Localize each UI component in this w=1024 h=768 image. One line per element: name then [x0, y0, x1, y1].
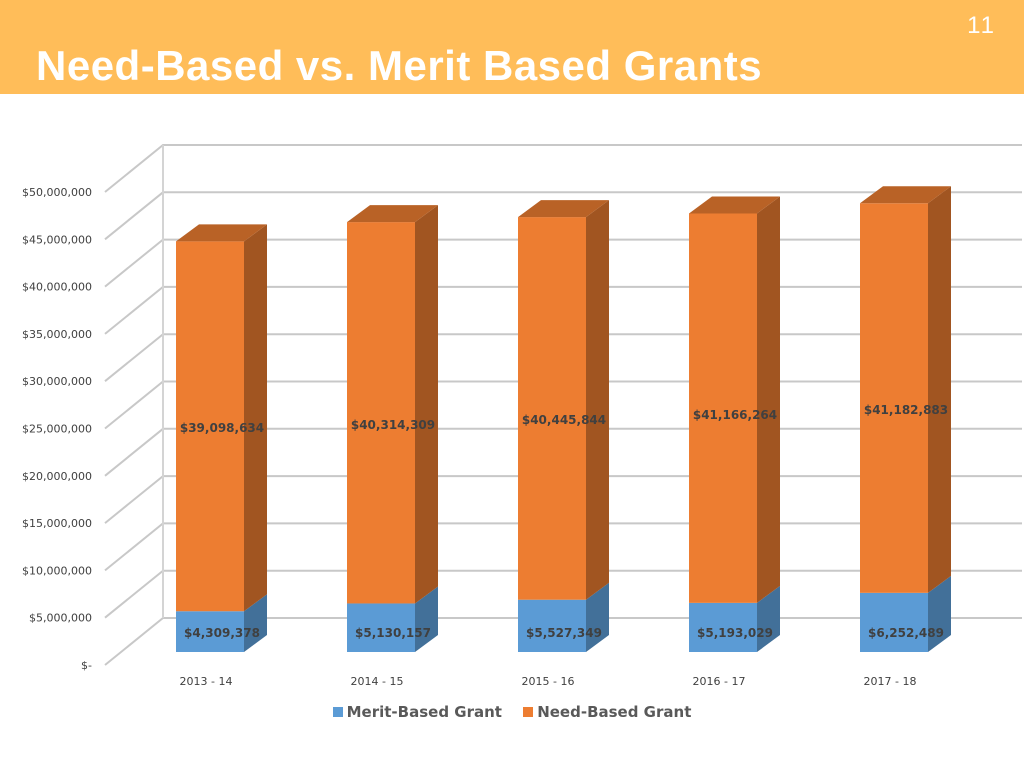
x-category-label: 2016 - 17 — [693, 675, 746, 688]
need-bar — [689, 213, 757, 603]
need-bar — [518, 217, 586, 600]
merit-bar-side — [244, 594, 267, 652]
merit-bar — [689, 602, 757, 652]
need-bar-side — [415, 205, 438, 604]
need-data-label: $41,166,264 — [693, 408, 777, 422]
merit-data-label: $5,193,029 — [697, 626, 773, 640]
need-data-label: $41,182,883 — [864, 403, 948, 417]
merit-bar-side — [928, 575, 951, 652]
need-bar-top — [689, 196, 780, 214]
y-tick-label: $20,000,000 — [22, 470, 92, 483]
legend-label-merit: Merit-Based Grant — [346, 703, 502, 721]
need-bar-side — [586, 200, 609, 600]
x-category-label: 2017 - 18 — [864, 675, 917, 688]
need-bar-top — [860, 186, 951, 204]
merit-bar-side — [757, 585, 780, 652]
merit-data-label: $6,252,489 — [868, 626, 944, 640]
title-banner: Need-Based vs. Merit Based Grants 11 — [0, 0, 1024, 94]
merit-bar-side — [415, 586, 438, 652]
merit-data-label: $4,309,378 — [184, 626, 260, 640]
y-tick-label: $- — [81, 659, 92, 672]
need-bar-top — [518, 200, 609, 218]
y-tick-label: $30,000,000 — [22, 375, 92, 388]
need-data-label: $39,098,634 — [180, 421, 264, 435]
need-bar-top — [347, 205, 438, 223]
slide-number: 11 — [967, 12, 996, 39]
x-category-label: 2013 - 14 — [180, 675, 233, 688]
y-tick-label: $45,000,000 — [22, 233, 92, 246]
chart-legend: Merit-Based Grant Need-Based Grant — [0, 703, 1024, 721]
need-bar-side — [244, 224, 267, 612]
y-tick-label: $5,000,000 — [29, 612, 92, 625]
legend-item-merit: Merit-Based Grant — [332, 703, 502, 721]
need-bar — [176, 241, 244, 612]
slide-title: Need-Based vs. Merit Based Grants — [36, 42, 763, 89]
y-tick-label: $25,000,000 — [22, 423, 92, 436]
merit-bar-side — [586, 582, 609, 652]
legend-item-need: Need-Based Grant — [523, 703, 691, 721]
legend-swatch-need — [523, 707, 534, 717]
need-bar — [347, 222, 415, 604]
y-tick-label: $10,000,000 — [22, 564, 92, 577]
merit-bar — [860, 592, 928, 652]
need-bar-side — [928, 186, 951, 593]
merit-data-label: $5,527,349 — [526, 626, 602, 640]
y-tick-label: $35,000,000 — [22, 328, 92, 341]
gridline — [104, 144, 1022, 193]
x-category-label: 2014 - 15 — [351, 675, 404, 688]
need-bar-side — [757, 196, 780, 603]
need-data-label: $40,445,844 — [522, 413, 606, 427]
x-category-label: 2015 - 16 — [522, 675, 575, 688]
y-tick-label: $40,000,000 — [22, 281, 92, 294]
legend-swatch-merit — [332, 707, 343, 717]
legend-label-need: Need-Based Grant — [537, 703, 692, 721]
merit-data-label: $5,130,157 — [355, 626, 431, 640]
y-tick-label: $50,000,000 — [22, 186, 92, 199]
need-bar-top — [176, 224, 267, 242]
need-data-label: $40,314,309 — [351, 418, 435, 432]
y-tick-label: $15,000,000 — [22, 517, 92, 530]
merit-bar — [347, 603, 415, 652]
merit-bar — [176, 611, 244, 652]
need-bar — [860, 203, 928, 593]
merit-bar — [518, 599, 586, 652]
